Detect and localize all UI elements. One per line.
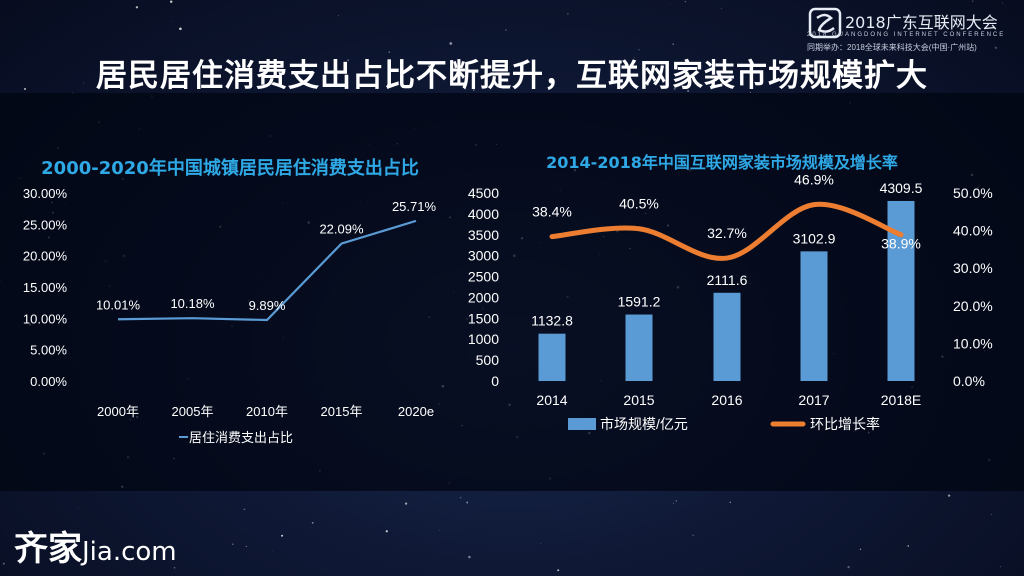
chart2-right-ytick-label: 20.0% [953,298,993,314]
chart1-data-label: 10.18% [170,296,215,311]
chart1-data-label: 9.89% [249,298,286,313]
conference-subtitle: 同期举办：2018全球未来科技大会(中国·广州站) [807,43,977,52]
chart1-series-line [117,219,417,322]
chart2-growth-label: 38.9% [881,236,921,252]
chart2-legend-line-label: 环比增长率 [810,416,880,432]
chart2-left-ytick-label: 2000 [468,289,499,305]
chart2-growth-label: 32.7% [707,225,747,241]
chart2-left-ytick-label: 4000 [468,206,499,222]
chart1-ytick-label: 25.00% [23,217,68,232]
chart2-bar-label: 2111.6 [707,272,748,288]
brand-name-cn: 齐家 [14,529,82,569]
chart1-ytick-label: 15.00% [23,280,68,295]
chart1-xtick-label: 2020e [398,404,434,419]
chart2-xtick-label: 2015 [623,392,654,408]
chart2-bar [713,292,741,381]
chart2-xtick-label: 2018E [881,392,921,408]
chart2-growth-line [549,201,904,261]
chart2-left-ytick-label: 1000 [468,331,499,347]
chart1-legend-label: 居住消费支出占比 [189,430,293,445]
chart1-data-label: 25.71% [392,199,437,214]
conference-name: 2018广东互联网大会 [845,13,998,32]
chart2-right-ytick-label: 40.0% [953,223,993,239]
chart2-right-ytick-label: 10.0% [953,335,993,351]
chart2-right-ytick-label: 0.0% [953,373,985,389]
chart2-xtick-label: 2016 [711,392,742,408]
chart1-xtick-label: 2015年 [321,404,363,419]
content-band [0,93,1024,491]
chart1-xtick-label: 2005年 [172,404,214,419]
chart2-left-ytick-label: 0 [491,373,499,389]
chart1-ytick-label: 30.00% [23,186,68,201]
chart2-bar [538,333,566,381]
brand-name-en: Jia.com [82,537,177,567]
chart2-growth-label: 38.4% [532,204,572,220]
conference-logo-block: 2018广东互联网大会 2018 GUANGDONG INTERNET CONF… [807,4,1012,54]
chart2-legend-bar-swatch [568,418,596,430]
chart2-bar-label: 1591.2 [618,294,661,310]
chart1-xtick-label: 2000年 [97,404,139,419]
brand-logo: 齐家Jia.com [14,521,177,570]
chart2-xtick-label: 2014 [536,392,567,408]
chart1-ytick-label: 20.00% [23,249,68,264]
chart2-legend-bar-label: 市场规模/亿元 [600,416,688,432]
chart1-title: 2000-2020年中国城镇居民居住消费支出占比 [41,158,419,179]
chart2-left-ytick-label: 2500 [468,269,499,285]
chart2-bar-label: 3102.9 [793,230,836,246]
chart1-ytick-label: 10.00% [23,311,68,326]
chart1-xtick-label: 2010年 [246,404,288,419]
chart2-xtick-label: 2017 [798,392,829,408]
chart1-ytick-label: 0.00% [30,374,67,389]
chart2-bar-label: 4309.5 [880,180,923,196]
chart2-left-ytick-label: 4500 [468,185,499,201]
chart2-left-ytick-label: 3500 [468,227,499,243]
conference-name-en: 2018 GUANGDONG INTERNET CONFERENCE [807,32,1006,38]
chart2-growth-label: 46.9% [794,172,834,188]
chart2-right-ytick-label: 50.0% [953,185,993,201]
slide-title: 居民居住消费支出占比不断提升，互联网家装市场规模扩大 [96,58,928,94]
chart2-bar [800,251,828,381]
chart2-bar-label: 1132.8 [531,313,573,329]
chart2-title: 2014-2018年中国互联网家装市场规模及增长率 [546,153,898,172]
chart2-left-ytick-label: 500 [476,352,500,368]
chart2-growth-label: 40.5% [619,196,659,212]
chart2-bar [625,314,653,381]
chart1-ytick-label: 5.00% [30,343,67,358]
chart1-data-label: 22.09% [319,222,364,237]
chart2-left-ytick-label: 3000 [468,248,499,264]
chart1-data-label: 10.01% [96,297,141,312]
chart2-right-ytick-label: 30.0% [953,260,993,276]
conference-logo-icon [808,7,842,39]
chart2-left-ytick-label: 1500 [468,310,499,326]
